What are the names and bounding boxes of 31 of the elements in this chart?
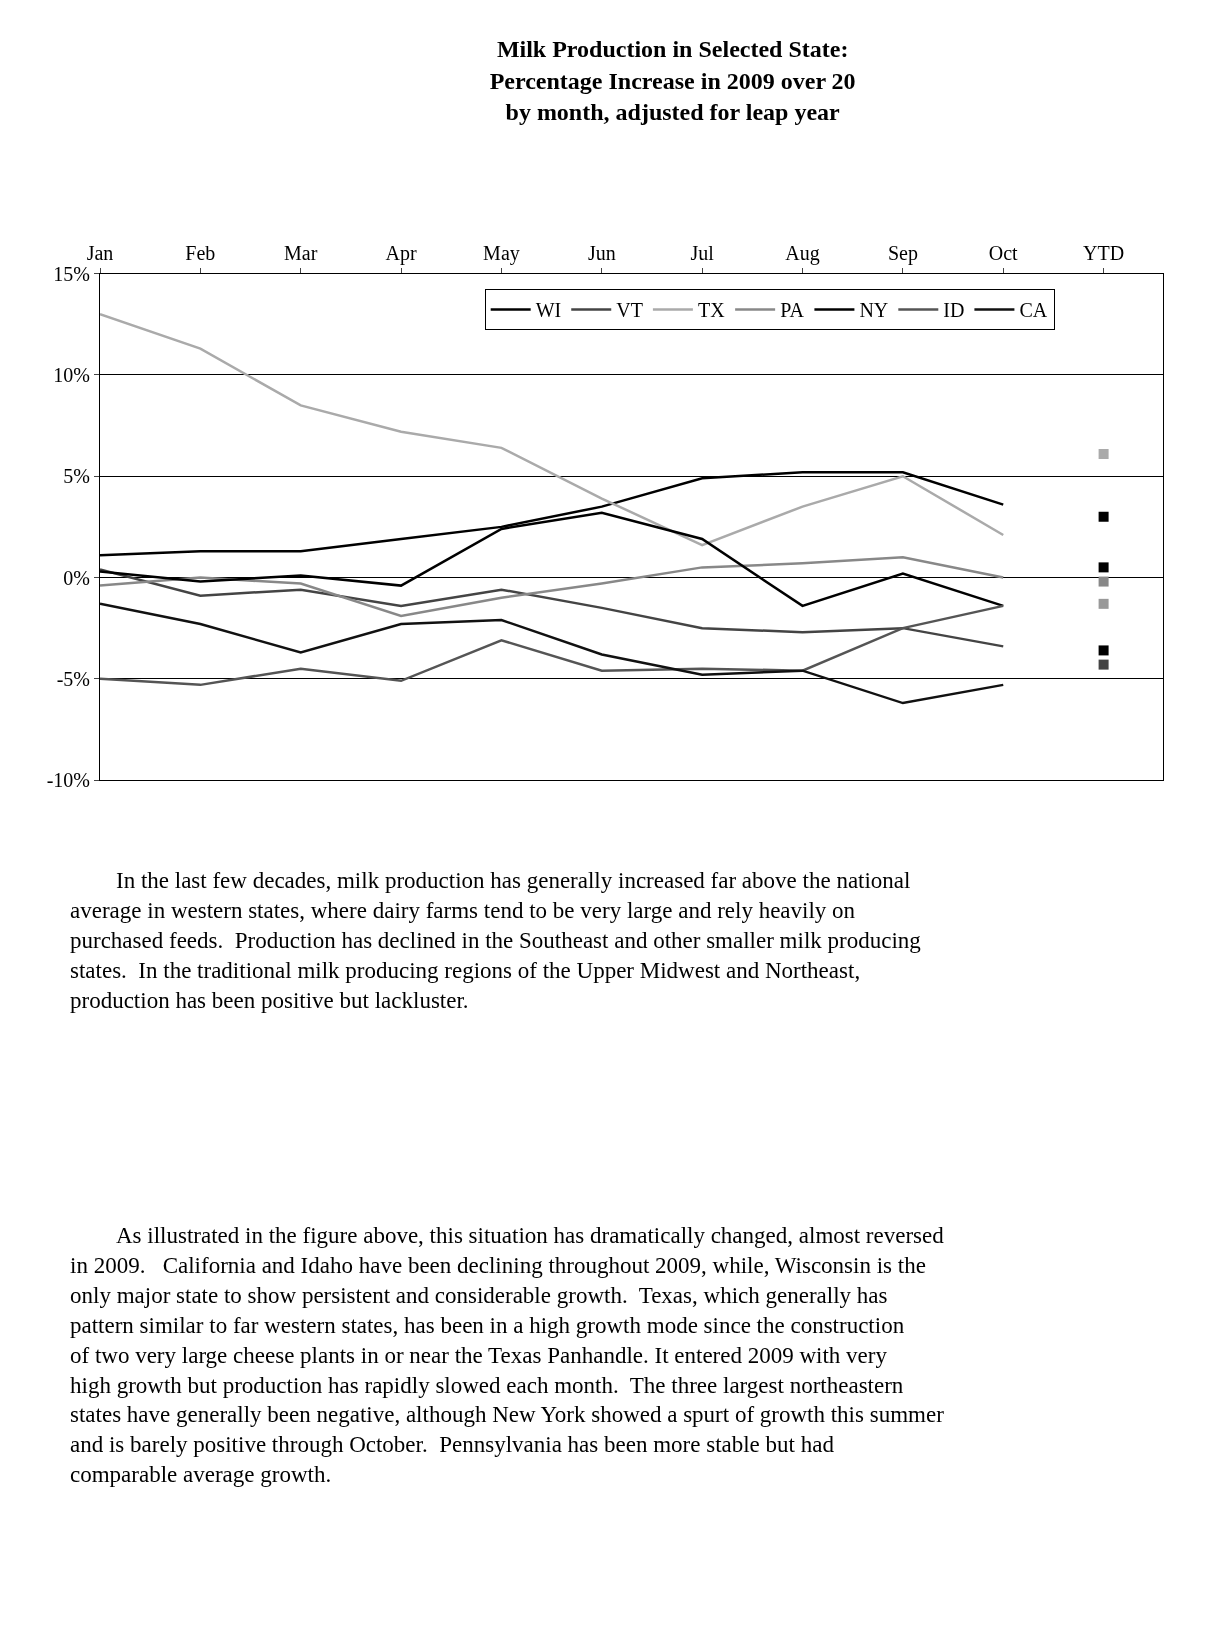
line-series [100, 568, 1005, 648]
legend-label: WI [535, 299, 562, 322]
y-tick-label: 15% [53, 262, 90, 285]
line-series [100, 604, 1005, 687]
line-series [100, 556, 1005, 618]
text: As illustrated in the figure above, this situation has dramatically changed, almost reversed in 2009. California and Idaho have been declining throughout 2009, while, Wisconsin is the only major state to show persistent and considerable growth. Texas, which generally has pattern similar to far western states, has been in a high growth mode since the construction of two very large cheese plants in or near the Texas Panhandle. It entered 2009 with very high growth but production has rapidly slowed each month. The three largest northeastern states have generally been negative, although New York showed a spurt of growth this summer and is barely positive through October. Pennsylvania has been more stable but had comparable average growth. [70, 1223, 944, 1488]
x-tick-label: Feb [185, 241, 216, 264]
x-tick-label: Jun [587, 241, 616, 264]
text: In the last few decades, milk production has generally increased far above the national average in western states, where dairy farms tend to be very large and rely heavily on purchased feeds. Production has declined in the Southeast and other smaller milk producing states. In the traditional milk producing regions of the Upper Midwest and Northeast, production has been positive but lackluster. [70, 868, 922, 1013]
y-tick-label: -10% [46, 769, 90, 792]
x-tick-label: Jan [86, 241, 114, 264]
legend-label: VT [616, 299, 643, 322]
x-tick-label: Jul [690, 241, 715, 264]
legend-label: NY [859, 299, 889, 322]
y-tick-label: 10% [53, 363, 90, 386]
x-tick-label: May [483, 241, 520, 265]
x-tick-label: Apr [385, 241, 417, 265]
x-tick-label: Oct [988, 241, 1019, 264]
x-tick-label: YTD [1083, 241, 1125, 264]
x-tick-label: Mar [284, 241, 318, 264]
line-series [100, 602, 1005, 705]
legend-label: PA [780, 299, 805, 322]
y-tick-label: 5% [63, 465, 90, 488]
x-tick-label: Sep [887, 241, 918, 265]
legend-label: ID [943, 299, 965, 322]
y-tick-label: -5% [56, 667, 90, 690]
y-tick-label: 0% [63, 566, 90, 589]
chart-title: Milk Production in Selected State: Percentage Increase in 2009 over 20 by month, adjusted for leap year [489, 36, 856, 125]
legend-label: TX [697, 299, 726, 322]
legend-label: CA [1019, 299, 1048, 322]
x-tick-label: Aug [785, 241, 820, 265]
